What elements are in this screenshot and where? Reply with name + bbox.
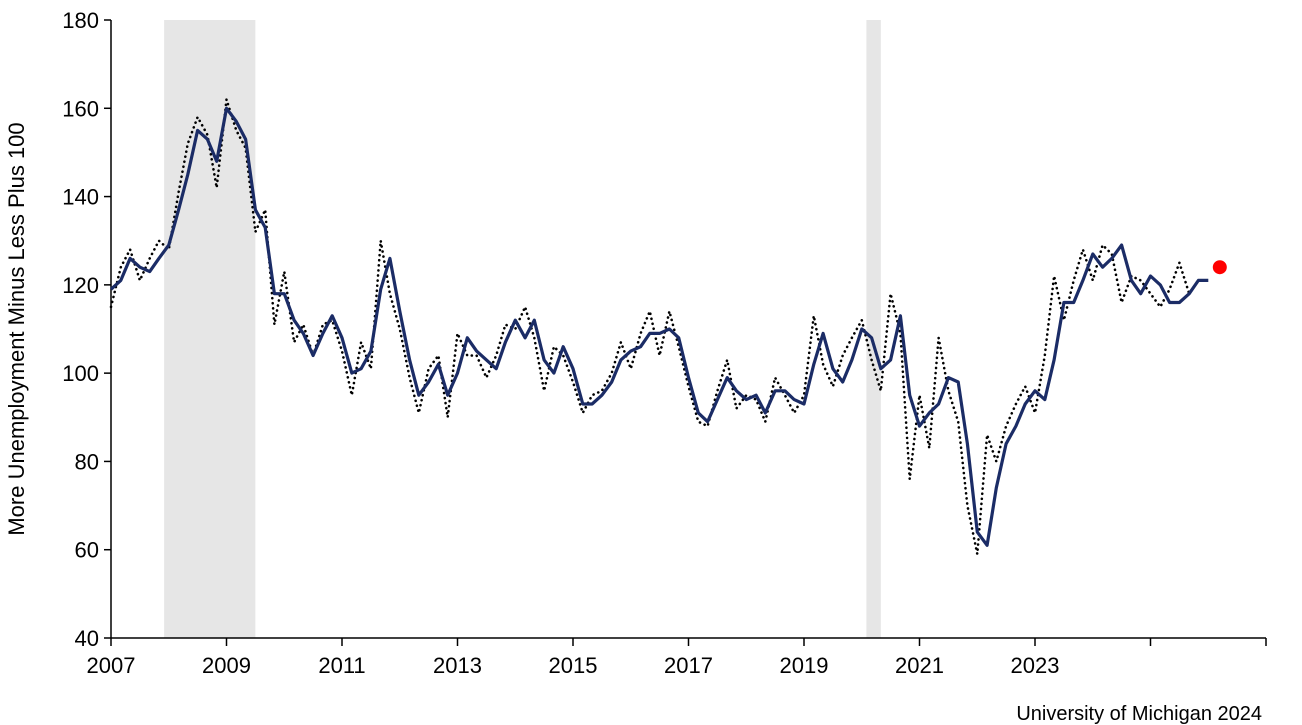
y-tick-label-140: 140 [62,185,99,210]
recession-band-1 [164,20,256,638]
x-tick-label-2013: 2013 [433,653,482,678]
x-tick-label-2017: 2017 [664,653,713,678]
y-tick-label-160: 160 [62,96,99,121]
x-tick-label-2011: 2011 [318,653,365,678]
x-tick-label-2021: 2021 [895,653,944,678]
y-tick-label-40: 40 [75,626,99,651]
series-lines [109,98,1227,556]
x-tick-label-2009: 2009 [202,653,251,678]
y-tick-label-180: 180 [62,8,99,33]
x-tick-labels: 2007 2009 2011 2013 2015 2017 2019 2021 2023 [87,653,1060,678]
x-tick-label-2007: 2007 [87,653,136,678]
y-tick-labels: 40 60 80 100 120 140 160 180 [62,8,99,651]
x-tick-label-2015: 2015 [549,653,598,678]
y-tick-label-60: 60 [75,538,99,563]
series-dotted-line [109,98,1210,556]
y-axis-label: More Unemployment Minus Less Plus 100 [4,122,29,535]
x-tick-label-2023: 2023 [1011,653,1060,678]
recession-bands [164,20,881,638]
chart-axes [104,19,1267,646]
latest-point-marker [1212,260,1227,275]
x-tick-label-2019: 2019 [780,653,829,678]
y-tick-label-80: 80 [75,449,99,474]
series-solid-line [109,106,1209,547]
y-tick-label-120: 120 [62,273,99,298]
y-tick-label-100: 100 [62,361,99,386]
source-credit: University of Michigan 2024 [1016,703,1262,725]
recession-band-2 [866,20,881,638]
